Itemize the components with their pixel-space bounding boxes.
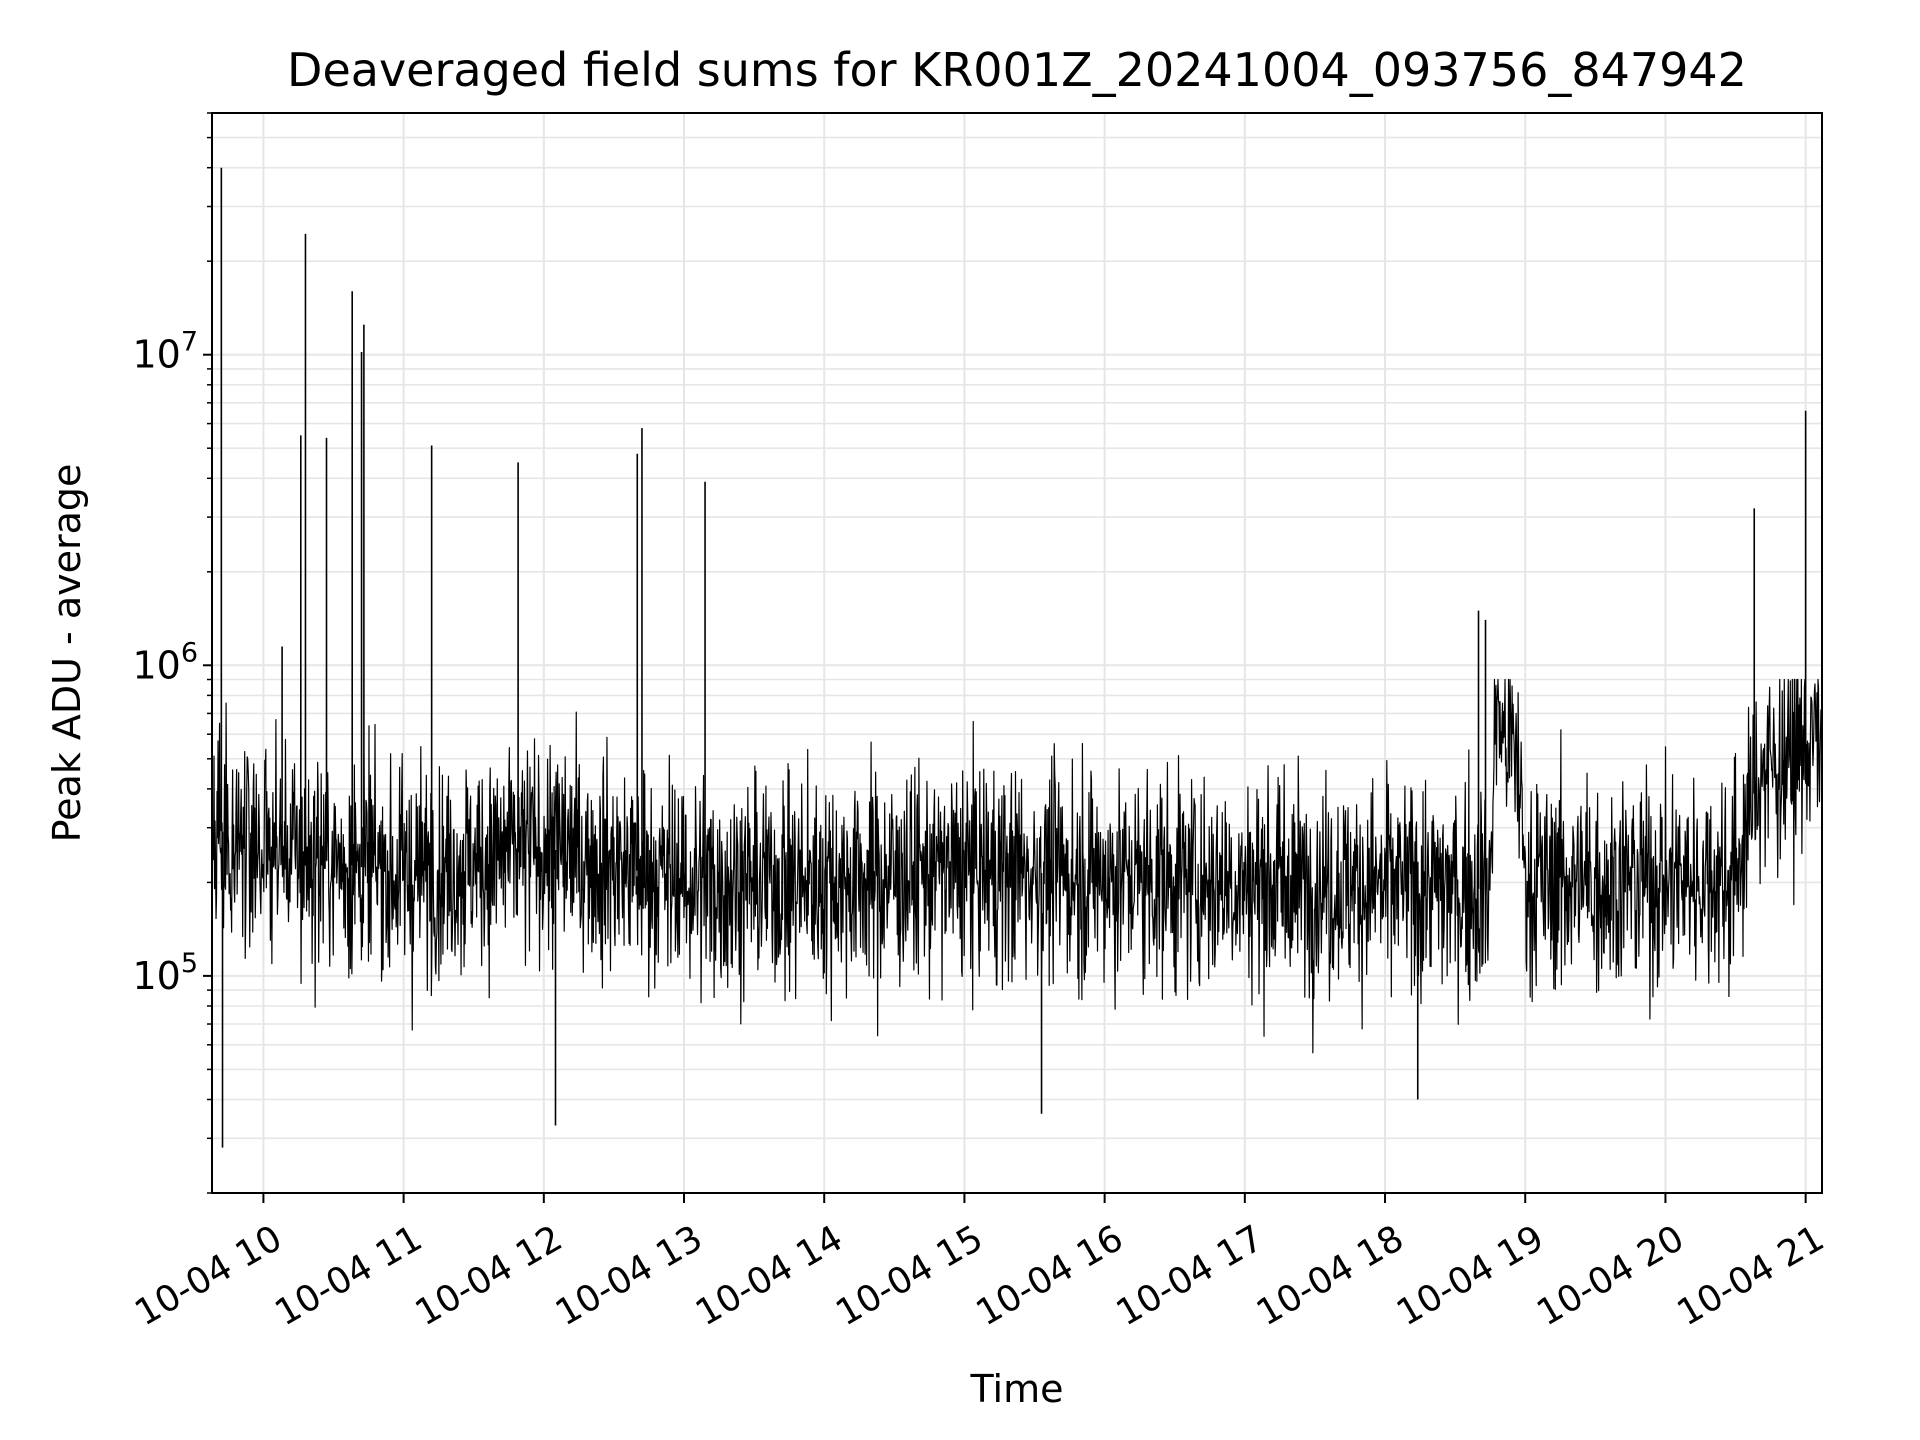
- chart-title: Deaveraged field sums for KR001Z_2024100…: [287, 43, 1747, 97]
- y-tick-label: 107: [132, 327, 198, 377]
- x-axis-label: Time: [970, 1367, 1064, 1411]
- series: [211, 167, 1823, 1148]
- y-tick-label: 105: [132, 948, 198, 998]
- y-axis-label: Peak ADU - average: [45, 464, 89, 843]
- series-line: [211, 678, 1823, 1054]
- y-tick-label: 106: [132, 637, 198, 687]
- grid: [212, 112, 1822, 1194]
- plot-frame: [211, 112, 1823, 1194]
